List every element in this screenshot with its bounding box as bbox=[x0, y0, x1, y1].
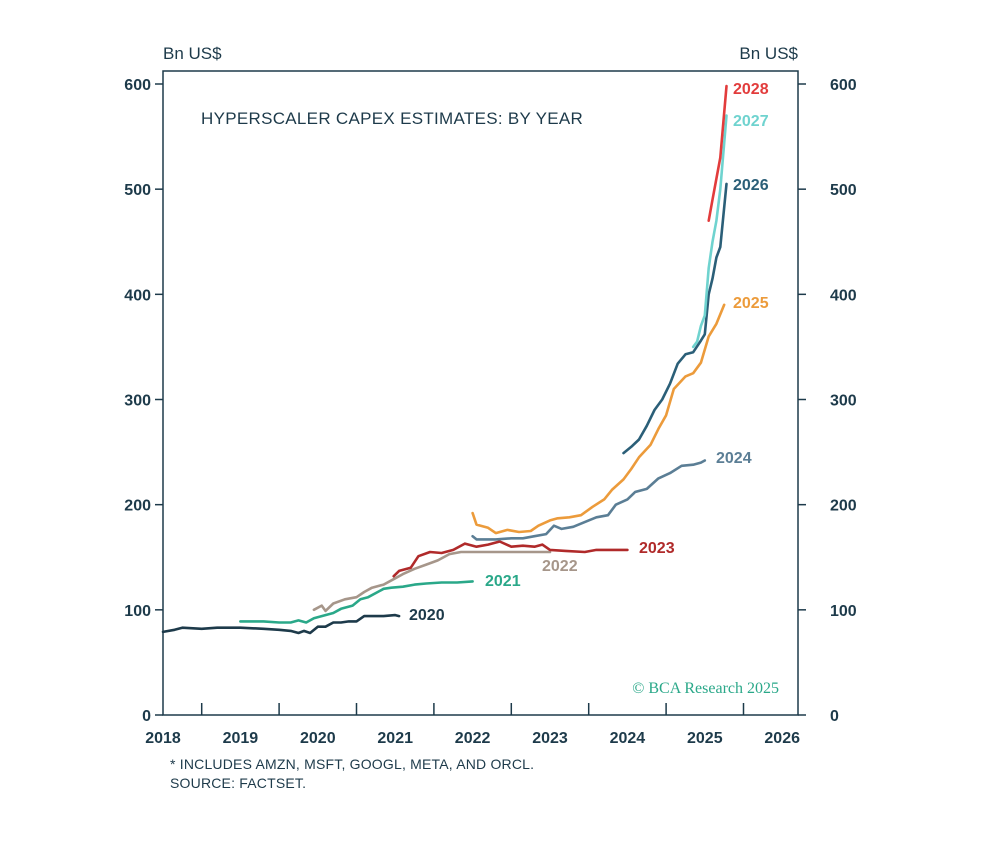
x-tick-label: 2020 bbox=[300, 730, 336, 747]
plot-frame bbox=[162, 70, 799, 716]
x-tick-label: 2025 bbox=[687, 730, 723, 747]
series-label-2025: 2025 bbox=[733, 295, 769, 312]
y-tick-label-left: 600 bbox=[124, 77, 151, 94]
y-tick-label-left: 100 bbox=[124, 603, 151, 620]
series-label-2021: 2021 bbox=[485, 573, 521, 590]
series-line-2028 bbox=[707, 84, 728, 222]
x-tick-label: 2024 bbox=[610, 730, 646, 747]
series-line-2027 bbox=[691, 114, 728, 349]
chart-title: HYPERSCALER CAPEX ESTIMATES: BY YEAR bbox=[201, 109, 583, 128]
x-ticks: 2018 2019 2020 2021 2022 2023 2024 2025 2026 bbox=[145, 703, 800, 747]
series-label-2028: 2028 bbox=[733, 81, 769, 98]
y-tick-label-right: 200 bbox=[830, 498, 857, 515]
x-tick-label: 2019 bbox=[223, 730, 259, 747]
series-label-2027: 2027 bbox=[733, 113, 769, 130]
series-label-2023: 2023 bbox=[639, 540, 675, 557]
y-tick-label-right: 100 bbox=[830, 603, 857, 620]
series-lines bbox=[161, 84, 728, 635]
y-tick-label-right: 500 bbox=[830, 182, 857, 199]
x-tick-label: 2018 bbox=[145, 730, 181, 747]
series-line-2021 bbox=[239, 580, 474, 624]
series-line-2022 bbox=[312, 550, 552, 613]
series-line-2024 bbox=[471, 459, 707, 541]
y-tick-label-left: 200 bbox=[124, 498, 151, 515]
series-label-2026: 2026 bbox=[733, 177, 769, 194]
x-tick-label: 2026 bbox=[764, 730, 800, 747]
series-label-2020: 2020 bbox=[409, 607, 445, 624]
series-line-2026 bbox=[622, 182, 728, 455]
y-tick-label-left: 400 bbox=[124, 287, 151, 304]
credit-label: © BCA Research 2025 bbox=[632, 680, 779, 697]
y-tick-label-right: 300 bbox=[830, 393, 857, 410]
left-y-ticks: 0 100 200 300 400 500 600 bbox=[124, 77, 163, 725]
footnote-source: SOURCE: FACTSET. bbox=[170, 775, 307, 791]
series-label-2024: 2024 bbox=[716, 450, 752, 467]
y-tick-label-right: 0 bbox=[830, 708, 839, 725]
series-labels: 2020 2021 2022 2023 2024 2025 2026 2027 2028 bbox=[409, 81, 769, 624]
series-line-2020 bbox=[161, 613, 401, 635]
x-tick-label: 2023 bbox=[532, 730, 568, 747]
series-label-2022: 2022 bbox=[542, 558, 578, 575]
y-tick-label-left: 0 bbox=[142, 708, 151, 725]
right-axis-unit: Bn US$ bbox=[739, 44, 798, 63]
series-line-2025 bbox=[471, 303, 726, 535]
y-tick-label-right: 400 bbox=[830, 287, 857, 304]
series-line-2023 bbox=[392, 540, 629, 578]
y-tick-label-right: 600 bbox=[830, 77, 857, 94]
right-y-ticks: 0 100 200 300 400 500 600 bbox=[798, 77, 857, 725]
y-tick-label-left: 300 bbox=[124, 393, 151, 410]
footnote-includes: * INCLUDES AMZN, MSFT, GOOGL, META, AND … bbox=[170, 756, 535, 772]
x-tick-label: 2022 bbox=[455, 730, 491, 747]
left-axis-unit: Bn US$ bbox=[163, 44, 222, 63]
y-tick-label-left: 500 bbox=[124, 182, 151, 199]
x-tick-label: 2021 bbox=[377, 730, 413, 747]
